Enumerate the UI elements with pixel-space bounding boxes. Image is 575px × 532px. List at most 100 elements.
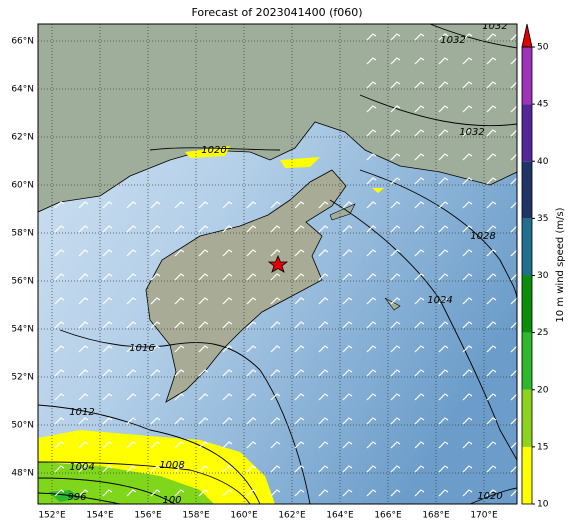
wind-barb: [198, 225, 209, 233]
colorbar-tick-label: 45: [537, 100, 548, 110]
wind-barb: [510, 129, 517, 137]
wind-barb: [174, 465, 185, 473]
wind-barb: [78, 249, 89, 257]
lon-tick-label: 158°E: [182, 511, 210, 521]
wind-barb: [414, 345, 425, 353]
wind-barb: [318, 441, 329, 449]
wind-barb: [390, 129, 401, 137]
wind-barb: [510, 153, 517, 161]
wind-barb: [270, 321, 281, 329]
wind-barb: [174, 345, 185, 353]
isobar-label: 1024: [427, 295, 452, 306]
wind-barb: [318, 201, 329, 209]
wind-barb: [126, 489, 137, 497]
wind-barb: [126, 345, 137, 353]
isobar-label: 996: [67, 492, 86, 503]
wind-barb: [510, 225, 517, 233]
wind-barb: [222, 297, 233, 305]
wind-barb: [198, 441, 209, 449]
wind-barb: [78, 465, 89, 473]
wind-barb: [174, 273, 185, 281]
wind-barb: [294, 417, 305, 425]
colorbar-tick-label: 40: [537, 157, 549, 167]
wind-barb: [438, 441, 449, 449]
wind-barb: [102, 297, 113, 305]
wind-barb: [390, 201, 401, 209]
wind-barb: [438, 177, 449, 185]
wind-barb: [486, 441, 497, 449]
wind-barb: [486, 465, 497, 473]
wind-barb: [222, 345, 233, 353]
wind-barb: [486, 105, 497, 113]
lon-tick-label: 170°E: [470, 511, 498, 521]
title: Forecast of 2023041400 (f060): [191, 6, 362, 19]
wind-barb: [342, 249, 353, 257]
wind-barb: [102, 369, 113, 377]
wind-barb: [486, 81, 497, 89]
lat-tick-label: 56°N: [11, 277, 34, 287]
wind-barb: [102, 249, 113, 257]
wind-barb: [222, 321, 233, 329]
lat-tick-label: 60°N: [11, 181, 34, 191]
wind-barb: [390, 369, 401, 377]
wind-barb: [222, 393, 233, 401]
wind-barb: [222, 369, 233, 377]
wind-barb: [438, 201, 449, 209]
wind-barb: [462, 33, 473, 41]
wind-barb: [462, 81, 473, 89]
lat-tick-label: 58°N: [11, 229, 34, 239]
lon-tick-label: 162°E: [278, 511, 306, 521]
wind-barb: [78, 345, 89, 353]
colorbar-tick-label: 35: [537, 214, 548, 224]
wind-barb: [510, 273, 517, 281]
lon-tick-label: 152°E: [38, 511, 66, 521]
wind-barb: [78, 369, 89, 377]
wind-barb: [126, 393, 137, 401]
wind-barb: [414, 105, 425, 113]
wind-barb: [342, 321, 353, 329]
wind-barb: [510, 345, 517, 353]
wind-barb: [438, 81, 449, 89]
wind-barb: [102, 393, 113, 401]
wind-barb: [150, 249, 161, 257]
wind-barb: [150, 417, 161, 425]
wind-barb: [414, 33, 425, 41]
wind-barb: [246, 321, 257, 329]
wind-barb: [342, 273, 353, 281]
colorbar-segment: [522, 389, 532, 447]
wind-barb: [438, 321, 449, 329]
wind-barb: [462, 321, 473, 329]
wind-barb: [294, 393, 305, 401]
lat-tick-label: 62°N: [11, 133, 34, 143]
wind-barb: [294, 465, 305, 473]
lat-tick-label: 66°N: [11, 37, 34, 47]
lon-tick-label: 168°E: [422, 511, 450, 521]
wind-barb: [462, 105, 473, 113]
wind-barb: [174, 393, 185, 401]
wind-barb: [174, 225, 185, 233]
wind-barb: [246, 441, 257, 449]
wind-zone: [48, 490, 80, 502]
lat-tick-label: 50°N: [11, 421, 34, 431]
wind-barb: [246, 273, 257, 281]
wind-barb: [486, 489, 497, 497]
wind-barb: [486, 201, 497, 209]
wind-barb: [78, 417, 89, 425]
lat-tick-label: 64°N: [11, 85, 34, 95]
wind-barb: [318, 249, 329, 257]
wind-barb: [390, 81, 401, 89]
wind-barb: [150, 441, 161, 449]
wind-barb: [510, 393, 517, 401]
colorbar-tick-label: 50: [537, 43, 549, 53]
wind-barb: [54, 201, 65, 209]
wind-barb: [462, 153, 473, 161]
wind-barb: [270, 393, 281, 401]
wind-barb: [246, 201, 257, 209]
wind-barb: [390, 489, 401, 497]
wind-barb: [438, 57, 449, 65]
wind-barb: [390, 177, 401, 185]
colorbar-segment: [522, 218, 532, 276]
wind-barb: [414, 393, 425, 401]
colorbar-segment: [522, 47, 532, 105]
wind-barb: [78, 273, 89, 281]
